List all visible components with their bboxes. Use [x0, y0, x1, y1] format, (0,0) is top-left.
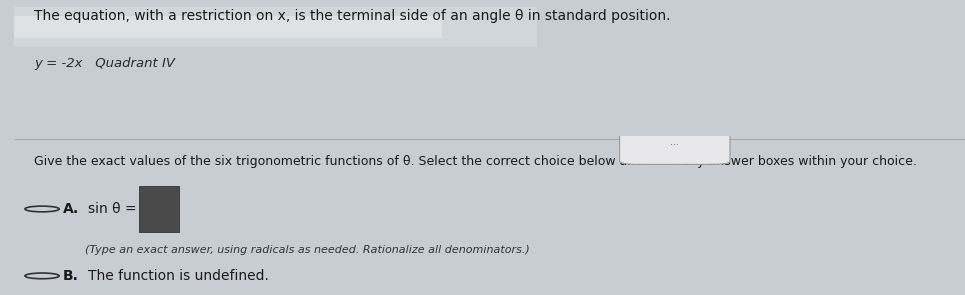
Text: Give the exact values of the six trigonometric functions of θ. Select the correc: Give the exact values of the six trigono… [35, 155, 918, 168]
Text: ...: ... [671, 137, 679, 147]
Polygon shape [14, 16, 442, 38]
Text: The function is undefined.: The function is undefined. [88, 269, 268, 283]
Text: The equation, with a restriction on x, is the terminal side of an angle θ in sta: The equation, with a restriction on x, i… [35, 9, 671, 24]
Text: ▲: ▲ [4, 134, 10, 140]
Polygon shape [14, 7, 537, 47]
Text: sin θ =: sin θ = [88, 202, 136, 216]
Text: A.: A. [63, 202, 79, 216]
Text: (Type an exact answer, using radicals as needed. Rationalize all denominators.): (Type an exact answer, using radicals as… [85, 245, 530, 255]
FancyBboxPatch shape [139, 186, 179, 232]
FancyBboxPatch shape [620, 123, 730, 164]
Text: B.: B. [63, 269, 79, 283]
Text: y = -2x   Quadrant IV: y = -2x Quadrant IV [35, 57, 176, 70]
